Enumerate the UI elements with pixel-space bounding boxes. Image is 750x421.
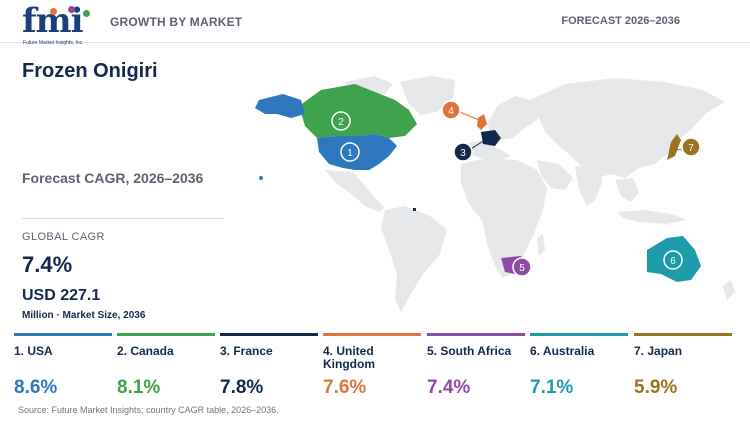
logo-subtext: Future Market Insights, Inc.: [23, 40, 84, 46]
caribbean-mark: [413, 208, 416, 211]
country-cagr-australia: 7.1%: [530, 377, 574, 398]
country-name-japan: 7. Japan: [634, 344, 683, 358]
logo-dot-orange: [50, 8, 57, 15]
uk-shape: [477, 114, 487, 130]
divider: [22, 218, 225, 219]
marker-france[interactable]: 3: [453, 142, 473, 162]
arabia-shape: [537, 160, 573, 190]
country-card-france: 3. France 7.8%: [220, 333, 318, 399]
country-bar-usa: [14, 333, 112, 336]
marker-australia[interactable]: 6: [663, 250, 683, 270]
land-masses: [325, 76, 735, 312]
country-bar-canada: [117, 333, 215, 336]
marker-uk[interactable]: 4: [441, 100, 461, 120]
marker-south-africa-label: 5: [519, 263, 525, 274]
world-map: 1 2 3 4 5 6 7: [255, 76, 735, 312]
country-cagr-usa: 8.6%: [14, 377, 58, 398]
country-cagr-france: 7.8%: [220, 377, 264, 398]
report-title: Frozen Onigiri: [22, 60, 158, 82]
market-size-note: Million · Market Size, 2036: [22, 310, 146, 321]
header-bar: fmi Future Market Insights, Inc. GROWTH …: [0, 0, 750, 46]
marker-uk-label: 4: [448, 106, 454, 117]
market-size-value: USD 227.1: [22, 287, 101, 304]
marker-canada-label: 2: [338, 117, 344, 128]
europe-shape: [487, 96, 541, 140]
marker-japan-label: 7: [688, 143, 694, 154]
asia-shape: [530, 78, 725, 178]
country-name-south-africa: 5. South Africa: [427, 344, 512, 358]
country-name-france: 3. France: [220, 344, 273, 358]
global-cagr-label: GLOBAL CAGR: [22, 231, 105, 243]
france-shape: [481, 130, 501, 146]
country-name-australia: 6. Australia: [530, 344, 595, 358]
country-cagr-row: 1. USA 8.6% 2. Canada 8.1% 3. France 7.8…: [0, 333, 750, 403]
marker-usa[interactable]: 1: [340, 142, 360, 162]
africa-shape: [461, 158, 547, 278]
country-card-australia: 6. Australia 7.1%: [530, 333, 628, 399]
alaska-shape: [255, 94, 305, 118]
country-card-south-africa: 5. South Africa 7.4%: [427, 333, 525, 399]
country-cagr-canada: 8.1%: [117, 377, 161, 398]
central-america-shape: [325, 170, 385, 212]
global-cagr-value: 7.4%: [22, 252, 73, 277]
country-name-usa: 1. USA: [14, 344, 53, 358]
country-name-canada: 2. Canada: [117, 344, 174, 358]
country-cagr-uk: 7.6%: [323, 377, 367, 398]
marker-australia-label: 6: [670, 256, 676, 267]
country-bar-south-africa: [427, 333, 525, 336]
section-title: GROWTH BY MARKET: [110, 15, 243, 29]
country-bar-japan: [634, 333, 732, 336]
country-card-japan: 7. Japan 5.9%: [634, 333, 732, 399]
source-note: Source: Future Market Insights; country …: [18, 405, 279, 415]
country-cagr-japan: 5.9%: [634, 377, 678, 398]
forecast-range: FORECAST 2026–2036: [561, 15, 680, 27]
country-card-canada: 2. Canada 8.1%: [117, 333, 215, 399]
country-card-usa: 1. USA 8.6%: [14, 333, 112, 399]
marker-france-label: 3: [460, 148, 466, 159]
marker-south-africa[interactable]: 5: [512, 257, 532, 277]
report-subtitle: Forecast CAGR, 2026–2036: [22, 170, 204, 186]
country-name-uk: 4. United Kingdom: [323, 344, 375, 371]
se-asia-shape: [615, 178, 639, 202]
greenland-shape: [400, 76, 455, 115]
logo-dot-green: [83, 10, 90, 17]
hawaii-shape: [259, 176, 263, 180]
madagascar-shape: [537, 234, 545, 256]
country-bar-australia: [530, 333, 628, 336]
south-america-shape: [381, 206, 447, 312]
marker-usa-label: 1: [347, 148, 353, 159]
marker-canada[interactable]: 2: [331, 111, 351, 131]
india-shape: [575, 166, 603, 206]
japan-shape: [667, 134, 681, 160]
indonesia-shape: [617, 210, 687, 224]
logo-dot-purple: [68, 6, 75, 13]
country-cagr-south-africa: 7.4%: [427, 377, 471, 398]
fmi-logo[interactable]: fmi Future Market Insights, Inc.: [22, 4, 92, 46]
country-card-uk: 4. United Kingdom 7.6%: [323, 333, 421, 399]
marker-japan[interactable]: 7: [681, 137, 701, 157]
new-zealand-shape: [723, 280, 735, 300]
canada-shape: [299, 84, 417, 138]
country-bar-france: [220, 333, 318, 336]
country-bar-uk: [323, 333, 421, 336]
